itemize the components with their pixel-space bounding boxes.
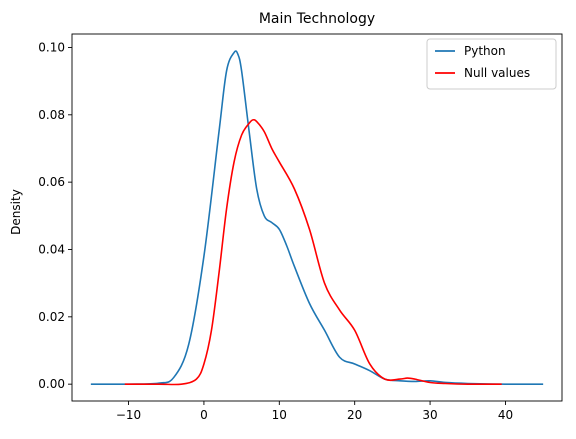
y-tick-label: 0.00 <box>38 377 65 391</box>
y-axis-label: Density <box>9 189 23 235</box>
y-tick-label: 0.02 <box>38 310 65 324</box>
axes: −10 0 10 20 30 40 0.00 0.02 0.04 0.06 0.08 0.10 <box>38 33 563 422</box>
legend-label: Python <box>464 44 506 58</box>
y-tick-label: 0.08 <box>38 108 65 122</box>
legend-label: Null values <box>464 66 530 80</box>
x-tick-label: −10 <box>116 408 141 422</box>
y-tick-label: 0.06 <box>38 175 65 189</box>
x-tick-label: 40 <box>498 408 513 422</box>
x-tick-label: 10 <box>272 408 287 422</box>
plot-area <box>90 50 544 386</box>
x-tick-label: 20 <box>347 408 362 422</box>
series-line-null-values <box>124 118 502 386</box>
legend-box <box>426 38 557 90</box>
plot-frame <box>71 33 563 402</box>
series-line-python <box>90 50 544 386</box>
legend: Python Null values <box>426 38 557 90</box>
chart-title: Main Technology <box>259 11 375 27</box>
y-tick-label: 0.04 <box>38 242 65 256</box>
x-tick-label: 0 <box>200 408 208 422</box>
x-tick-label: 30 <box>422 408 437 422</box>
y-tick-label: 0.10 <box>38 40 65 54</box>
